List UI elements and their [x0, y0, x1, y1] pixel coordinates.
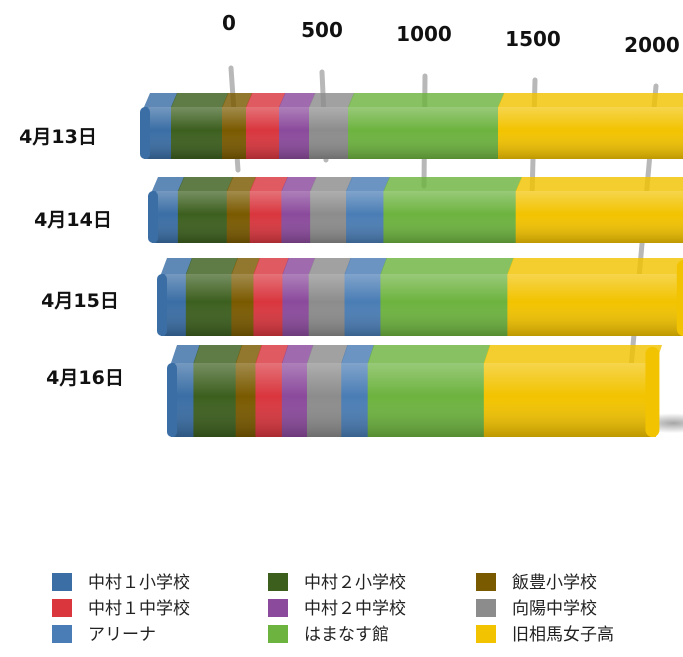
legend-label: 中村１中学校	[88, 599, 190, 619]
bar-segment-top	[483, 345, 663, 363]
legend-swatch	[52, 573, 72, 591]
bar-segment-top	[279, 93, 316, 107]
x-tick-label: 500	[301, 18, 343, 42]
legend-item: はまなす館	[268, 625, 389, 645]
legend-swatch	[52, 599, 72, 617]
legend-item: 中村２小学校	[268, 573, 406, 593]
legend-label: アリーナ	[88, 625, 156, 645]
bar-segment-top	[281, 177, 317, 191]
bar-segment-top	[308, 258, 352, 274]
bar-segment-top	[282, 258, 316, 274]
bar-start-cap	[148, 191, 158, 243]
legend-swatch	[476, 625, 496, 643]
bar-start-cap	[167, 363, 177, 437]
bar-segment-top	[185, 258, 238, 274]
legend-swatch	[268, 573, 288, 591]
legend-label: 中村２中学校	[304, 599, 406, 619]
bar-segment-top	[310, 177, 353, 191]
legend-item: 飯豊小学校	[476, 573, 597, 593]
legend-label: 飯豊小学校	[512, 573, 597, 593]
legend-label: 中村２小学校	[304, 573, 406, 593]
bar-segment-top	[231, 258, 261, 274]
x-axis-ticks: 0 500 1000 1500 2000	[222, 11, 680, 57]
bar-segment-top	[171, 93, 229, 107]
legend-label: 旧相馬女子高	[512, 625, 614, 645]
bar-segment-top	[306, 345, 348, 363]
bar-segment-top	[222, 93, 253, 107]
bar-shading	[152, 191, 683, 243]
bar-segment-top	[281, 345, 314, 363]
bar-end-cap	[645, 347, 660, 437]
category-labels: 4月13日 4月14日 4月15日 4月16日	[19, 126, 124, 389]
category-label: 4月13日	[19, 126, 97, 148]
bar-segment-top	[249, 177, 288, 191]
legend-item: 中村１小学校	[52, 573, 190, 593]
bar-end-cap	[676, 260, 683, 336]
bar-segment-top	[344, 258, 388, 274]
legend-item: アリーナ	[52, 625, 156, 645]
bar-segment-top	[498, 93, 683, 107]
bar-segment-top	[152, 177, 185, 191]
bar-segment-top	[226, 177, 257, 191]
bar-segment-top	[515, 177, 683, 191]
bar-group-4	[167, 345, 683, 437]
bar-segment-top	[341, 345, 375, 363]
bar-segment-top	[193, 345, 243, 363]
legend-item: 旧相馬女子高	[476, 625, 614, 645]
legend-label: 中村１小学校	[88, 573, 190, 593]
x-tick-label: 0	[222, 11, 236, 35]
x-tick-label: 2000	[624, 33, 680, 57]
legend-item: 中村２中学校	[268, 599, 406, 619]
bar-group-3	[157, 258, 683, 336]
bar-group-1	[140, 93, 683, 159]
legend-swatch	[268, 599, 288, 617]
bar-segment-top	[346, 177, 391, 191]
bar-segment-top	[171, 345, 201, 363]
legend-swatch	[476, 599, 496, 617]
bar-segment-top	[177, 177, 234, 191]
bar-start-cap	[140, 107, 150, 159]
category-label: 4月15日	[41, 290, 119, 312]
bar-segment-top	[383, 177, 523, 191]
legend-item: 中村１中学校	[52, 599, 190, 619]
category-label: 4月16日	[46, 367, 124, 389]
x-tick-label: 1000	[396, 22, 452, 46]
x-tick-label: 1500	[505, 27, 561, 51]
bar-start-cap	[157, 274, 167, 336]
bar-segment-top	[246, 93, 286, 107]
bar-segment-top	[507, 258, 683, 274]
legend-item: 向陽中学校	[476, 599, 597, 619]
bar-segment-top	[144, 93, 178, 107]
bar-segment-top	[309, 93, 355, 107]
bar-segment-top	[348, 93, 505, 107]
bar-shading	[171, 363, 656, 437]
bars	[140, 93, 683, 437]
legend-swatch	[52, 625, 72, 643]
legend-swatch	[268, 625, 288, 643]
bar-shading	[161, 274, 683, 336]
bar-segment-top	[367, 345, 491, 363]
bar-shading	[144, 107, 683, 159]
bar-segment-top	[253, 258, 290, 274]
category-label: 4月14日	[34, 209, 112, 231]
bar-group-2	[148, 177, 683, 243]
legend-swatch	[476, 573, 496, 591]
bar-segment-top	[161, 258, 193, 274]
bar-segment-top	[380, 258, 514, 274]
bar-segment-top	[235, 345, 263, 363]
legend-label: はまなす館	[304, 625, 389, 645]
bar-segment-top	[255, 345, 289, 363]
legend-label: 向陽中学校	[512, 599, 597, 619]
